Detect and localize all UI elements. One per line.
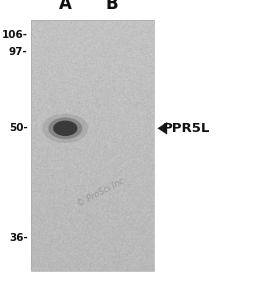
Text: 106-: 106-: [2, 30, 28, 40]
Ellipse shape: [53, 121, 77, 136]
Text: 50-: 50-: [9, 123, 28, 133]
Text: A: A: [59, 0, 72, 13]
Ellipse shape: [42, 114, 88, 143]
Ellipse shape: [48, 117, 82, 139]
Text: 36-: 36-: [9, 233, 28, 243]
Text: © ProSci Inc.: © ProSci Inc.: [76, 175, 129, 209]
Text: 97-: 97-: [9, 47, 28, 57]
Text: PPR5L: PPR5L: [163, 122, 210, 135]
Polygon shape: [157, 122, 167, 135]
Bar: [31, 20, 154, 271]
Text: B: B: [105, 0, 118, 13]
